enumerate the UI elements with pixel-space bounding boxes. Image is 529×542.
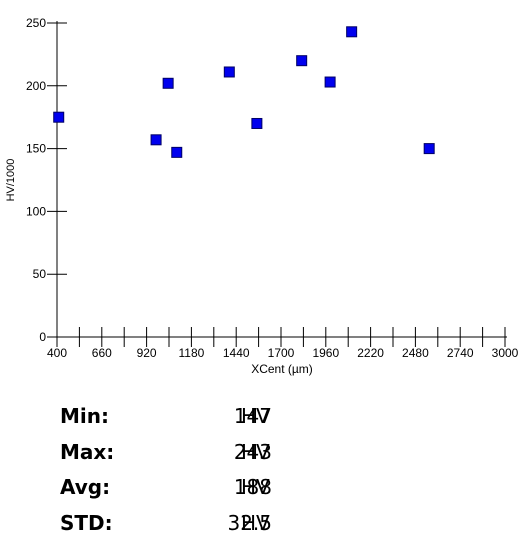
x-tick-label: 1440 (223, 346, 250, 360)
statistics-panel: Min: 147 HV Max: 243 HV Avg: 188 HV STD:… (60, 400, 320, 542)
data-point-marker (151, 135, 161, 145)
data-point-marker (424, 144, 434, 154)
stat-row-avg: Avg: 188 HV (60, 471, 320, 507)
x-axis: 400 660 920 1180 1440 1700 1960 2220 2480 2740 300… (47, 327, 519, 360)
x-tick-label: 1180 (178, 346, 204, 360)
data-point-marker (172, 147, 182, 157)
stat-unit-min: HV (241, 404, 270, 428)
x-tick-label: 2740 (447, 346, 474, 360)
y-tick-label: 50 (33, 267, 47, 281)
y-tick-label: 0 (39, 330, 46, 344)
x-tick-label: 2220 (357, 346, 384, 360)
x-tick-label: 2480 (402, 346, 429, 360)
x-tick-label: 1700 (268, 346, 295, 360)
data-point-marker (252, 118, 262, 128)
stat-unit-std: HV (241, 511, 270, 535)
stat-label-avg: Avg: (60, 475, 110, 499)
x-tick-label: 400 (47, 346, 67, 360)
y-tick-label: 100 (26, 204, 46, 218)
x-tick-label: 3000 (492, 346, 519, 360)
stat-label-std: STD: (60, 511, 113, 535)
scatter-chart: 0 50 100 150 200 250 400 660 920 1180 1440 1700 196… (0, 0, 529, 385)
x-tick-label: 920 (137, 346, 157, 360)
stat-label-max: Max: (60, 440, 114, 464)
data-point-marker (297, 56, 307, 66)
y-axis-label: HV/1000 (5, 159, 17, 202)
x-tick-label: 660 (92, 346, 112, 360)
y-tick-label: 250 (26, 16, 46, 30)
x-tick-label: 1960 (312, 346, 339, 360)
stat-label-min: Min: (60, 404, 109, 428)
data-point-marker (325, 77, 335, 87)
y-tick-label: 150 (26, 142, 46, 156)
stat-row-max: Max: 243 HV (60, 436, 320, 472)
stat-unit-max: HV (241, 440, 270, 464)
data-point-marker (347, 27, 357, 37)
y-tick-label: 200 (26, 79, 46, 93)
stat-row-std: STD: 32.5 HV (60, 507, 320, 542)
data-point-marker (163, 78, 173, 88)
stat-unit-avg: HV (241, 475, 270, 499)
y-axis: 0 50 100 150 200 250 (26, 16, 67, 344)
data-points (54, 27, 434, 158)
data-point-marker (54, 112, 64, 122)
data-point-marker (224, 67, 234, 77)
x-axis-label: XCent (µm) (251, 362, 313, 376)
stat-row-min: Min: 147 HV (60, 400, 320, 436)
